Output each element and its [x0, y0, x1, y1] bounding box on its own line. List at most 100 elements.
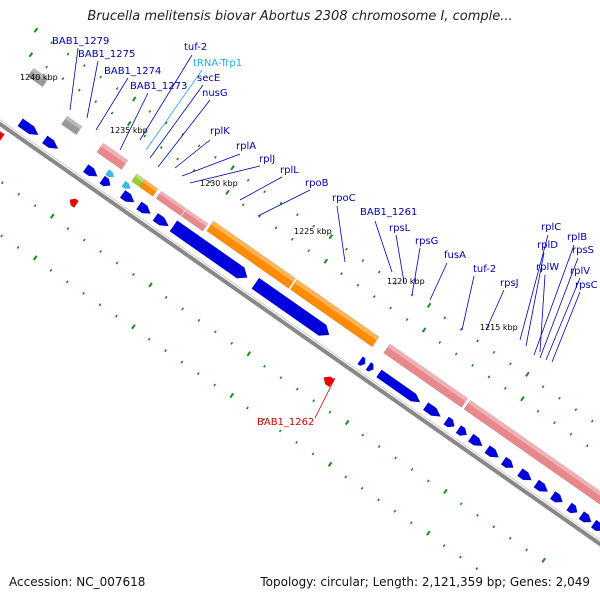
gene-label[interactable]: rplL: [280, 165, 299, 176]
gene-label[interactable]: rplB: [567, 232, 587, 243]
gene-label[interactable]: rplV: [570, 266, 590, 277]
gene-label[interactable]: rplC: [541, 222, 561, 233]
forward-gene[interactable]: [119, 189, 137, 205]
gene-label[interactable]: BAB1_1279: [52, 36, 109, 47]
forward-gene[interactable]: [99, 175, 113, 189]
kbp-tick: [475, 567, 479, 571]
forward-gene[interactable]: [136, 201, 153, 217]
kbp-tick: [328, 410, 332, 414]
gene-label[interactable]: BAB1_1262: [257, 417, 314, 428]
gene-label[interactable]: rpsC: [575, 280, 598, 291]
kbp-tick: [132, 272, 135, 276]
leader-line: [429, 262, 448, 301]
kbp-tick: [115, 261, 119, 265]
forward-gene[interactable]: [455, 425, 469, 438]
gene-label[interactable]: rpoB: [305, 178, 329, 189]
trna-gene[interactable]: [105, 169, 116, 180]
gene-label[interactable]: tuf-2: [473, 264, 496, 275]
rpob-block[interactable]: [206, 220, 296, 289]
trna-gene[interactable]: [121, 180, 132, 191]
kbp-tick: [476, 339, 479, 343]
gene-label[interactable]: secE: [197, 73, 220, 84]
gene-label[interactable]: rplK: [210, 126, 230, 137]
kbp-tick: [28, 52, 34, 58]
gene-label[interactable]: BAB1_1274: [104, 66, 161, 77]
gene-label[interactable]: rpsJ: [500, 278, 519, 289]
gene-label[interactable]: rplA: [236, 141, 256, 152]
rpoc-block[interactable]: [289, 279, 380, 348]
kbp-tick: [126, 120, 132, 127]
kbp-label: 1240 kbp: [20, 73, 58, 82]
pseudo-gene[interactable]: [27, 67, 49, 88]
kbp-tick: [553, 421, 556, 425]
backbone-line: [0, 121, 600, 547]
forward-gene[interactable]: [357, 356, 368, 368]
kbp-tick: [442, 544, 446, 548]
gene-label[interactable]: fusA: [444, 250, 466, 261]
pseudo-gene[interactable]: [61, 115, 83, 136]
small-gene[interactable]: [139, 179, 159, 197]
kbp-tick: [389, 306, 393, 310]
kbp-tick: [405, 318, 409, 322]
forward-gene[interactable]: [500, 456, 516, 471]
forward-gene[interactable]: [549, 491, 565, 505]
reverse-gene[interactable]: [0, 126, 5, 142]
gene-label[interactable]: BAB1_1261: [360, 207, 417, 218]
kbp-tick: [279, 376, 283, 380]
forward-gene[interactable]: [578, 511, 594, 525]
leader-line: [519, 234, 549, 341]
kbp-tick: [443, 316, 447, 320]
reverse-gene[interactable]: [67, 196, 79, 208]
kbp-tick: [159, 146, 163, 149]
gene-label[interactable]: rplJ: [259, 154, 275, 165]
gene-label[interactable]: rpoC: [332, 193, 356, 204]
kbp-tick: [176, 157, 180, 161]
forward-gene[interactable]: [365, 361, 376, 373]
gene-label[interactable]: nusG: [202, 88, 228, 99]
ribosomal-block[interactable]: [181, 208, 209, 232]
kbp-tick: [410, 467, 414, 471]
kbp-tick: [263, 364, 266, 368]
forward-gene[interactable]: [443, 416, 457, 430]
gene-label[interactable]: tuf-2: [184, 42, 207, 53]
kbp-tick: [393, 509, 397, 513]
forward-gene[interactable]: [82, 164, 100, 179]
forward-gene[interactable]: [467, 433, 485, 449]
forward-gene[interactable]: [376, 369, 422, 406]
kbp-label: 1235 kbp: [110, 126, 148, 135]
kbp-tick: [180, 360, 184, 364]
forward-gene[interactable]: [517, 468, 534, 483]
gene-label[interactable]: tRNA-Trp1: [193, 58, 242, 69]
kbp-tick: [558, 396, 561, 400]
kbp-tick: [295, 387, 299, 391]
forward-gene[interactable]: [422, 402, 443, 420]
gene-label[interactable]: rpsS: [572, 245, 594, 256]
ribosomal-block[interactable]: [155, 190, 187, 217]
kbp-tick: [312, 399, 316, 403]
forward-gene[interactable]: [533, 479, 551, 495]
kbp-tick: [503, 386, 507, 390]
forward-gene[interactable]: [17, 118, 41, 139]
leader-line: [374, 220, 393, 273]
gene-label[interactable]: BAB1_1273: [130, 81, 187, 92]
ribosomal-block[interactable]: [96, 142, 129, 170]
forward-gene[interactable]: [566, 502, 580, 516]
ribosomal-block[interactable]: [383, 343, 469, 408]
forward-gene[interactable]: [251, 277, 333, 340]
forward-gene[interactable]: [169, 220, 251, 283]
gene-label[interactable]: rpsG: [415, 236, 438, 247]
gene-label[interactable]: BAB1_1275: [78, 49, 135, 60]
forward-gene[interactable]: [41, 135, 60, 153]
ribosomal-block[interactable]: [463, 399, 600, 525]
forward-gene[interactable]: [484, 445, 502, 460]
kbp-tick: [295, 213, 299, 217]
gene-label[interactable]: rplD: [537, 240, 558, 251]
forward-gene[interactable]: [152, 212, 171, 230]
gene-label[interactable]: rpsL: [389, 223, 411, 234]
reverse-gene[interactable]: [321, 374, 335, 388]
kbp-tick: [0, 234, 4, 238]
kbp-tick: [585, 444, 589, 448]
forward-gene[interactable]: [590, 519, 600, 534]
gene-label[interactable]: rplW: [536, 262, 559, 273]
